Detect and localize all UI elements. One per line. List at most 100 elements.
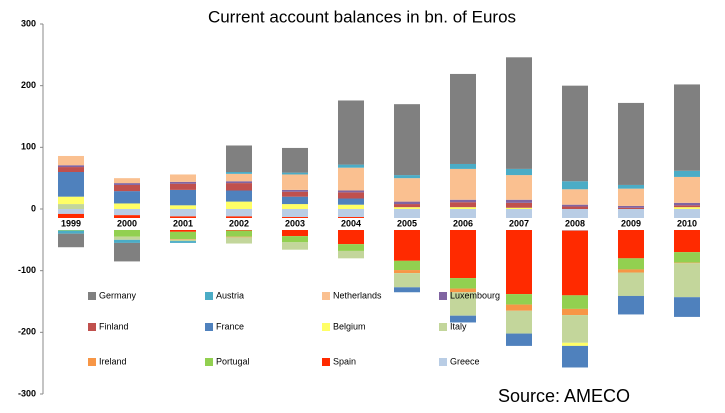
bar-segment xyxy=(506,57,532,169)
category-label-box xyxy=(338,218,364,230)
bar-segment xyxy=(282,236,308,243)
legend-swatch xyxy=(439,358,447,366)
bar-segment xyxy=(562,295,588,309)
bar-segment xyxy=(338,190,364,193)
bar-segment xyxy=(170,241,196,243)
bar-segment xyxy=(562,85,588,182)
bar-segment xyxy=(394,209,420,221)
bar-segment xyxy=(562,230,588,296)
bar-segment xyxy=(282,189,308,192)
legend-label: Greece xyxy=(450,356,480,366)
bar-segment xyxy=(226,201,252,209)
legend-swatch xyxy=(205,358,213,366)
x-tick-label: 2010 xyxy=(677,218,697,228)
bar-segment xyxy=(562,189,588,205)
legend-swatch xyxy=(322,358,330,366)
legend-label: Spain xyxy=(333,356,356,366)
bar-segment xyxy=(450,202,476,208)
legend-swatch xyxy=(322,323,330,331)
legend-label: Austria xyxy=(216,290,244,300)
bar-segment xyxy=(674,207,700,209)
bar-segment xyxy=(58,155,84,166)
bar-segment xyxy=(562,342,588,346)
bar-segment xyxy=(226,173,252,182)
y-tick-label: 0 xyxy=(31,203,36,213)
legend-label: Germany xyxy=(99,290,137,300)
bar-segment xyxy=(226,190,252,202)
bar-segment xyxy=(618,272,644,296)
bar-segment xyxy=(674,262,700,264)
bar-segment xyxy=(226,183,252,191)
bar-segment xyxy=(562,206,588,209)
bar-segment xyxy=(450,163,476,169)
bar-segment xyxy=(506,333,532,346)
bar-segment xyxy=(170,174,196,182)
bar-segment xyxy=(114,209,140,216)
bar-segment xyxy=(226,181,252,184)
legend-swatch xyxy=(88,292,96,300)
bar-segment xyxy=(338,164,364,168)
legend-swatch xyxy=(205,292,213,300)
bar-segment xyxy=(170,189,196,206)
category-label-box xyxy=(226,218,252,230)
bar-segment xyxy=(282,204,308,209)
bar-segment xyxy=(450,292,476,316)
legend-swatch xyxy=(439,292,447,300)
bar-segment xyxy=(226,230,252,237)
bar-segment xyxy=(338,209,364,218)
bar-segment xyxy=(618,295,644,315)
bar-segment xyxy=(114,239,140,243)
bar-segment xyxy=(282,174,308,190)
legend-label: Belgium xyxy=(333,321,366,331)
bar-segment xyxy=(114,236,140,240)
x-tick-label: 2003 xyxy=(285,218,305,228)
bar-segment xyxy=(562,204,588,207)
y-tick-label: 100 xyxy=(21,142,36,152)
bar-segment xyxy=(674,252,700,263)
bar-segment xyxy=(450,73,476,164)
category-label-box xyxy=(58,218,84,230)
bar-segment xyxy=(114,178,140,184)
bar-segment xyxy=(338,204,364,209)
bar-segment xyxy=(114,203,140,209)
bar-segment xyxy=(562,308,588,316)
bar-segment xyxy=(674,202,700,206)
category-label-box xyxy=(618,218,644,230)
bar-segment xyxy=(674,84,700,171)
category-label-box xyxy=(674,218,700,230)
y-tick-label: -200 xyxy=(18,327,36,337)
bar-segment xyxy=(394,270,420,274)
legend-label: Netherlands xyxy=(333,290,382,300)
bar-segment xyxy=(170,205,196,209)
bar-segment xyxy=(58,230,84,234)
bar-segment xyxy=(450,207,476,209)
legend-label: Finland xyxy=(99,321,129,331)
y-tick-label: -300 xyxy=(18,388,36,398)
x-tick-label: 2005 xyxy=(397,218,417,228)
bar-segment xyxy=(394,104,420,176)
x-tick-label: 2002 xyxy=(229,218,249,228)
category-label-box xyxy=(114,218,140,230)
bar-segment xyxy=(58,196,84,205)
legend-swatch xyxy=(322,292,330,300)
bar-segment xyxy=(338,100,364,165)
bar-segment xyxy=(394,287,420,293)
bar-segment xyxy=(114,229,140,237)
y-tick-label: 200 xyxy=(21,80,36,90)
category-label-box xyxy=(506,218,532,230)
category-label-box xyxy=(170,218,196,230)
bar-segment xyxy=(506,207,532,209)
bar-segment xyxy=(618,184,644,189)
bar-segment xyxy=(114,191,140,204)
bar-segment xyxy=(58,209,84,214)
bar-segment xyxy=(282,209,308,218)
bar-segment xyxy=(58,204,84,209)
x-tick-label: 2000 xyxy=(117,218,137,228)
x-tick-label: 1999 xyxy=(61,218,81,228)
bar-segment xyxy=(394,204,420,208)
bar-segment xyxy=(562,345,588,368)
bar-segment xyxy=(674,263,700,298)
bar-segment xyxy=(170,239,196,242)
bar-segment xyxy=(450,223,476,279)
